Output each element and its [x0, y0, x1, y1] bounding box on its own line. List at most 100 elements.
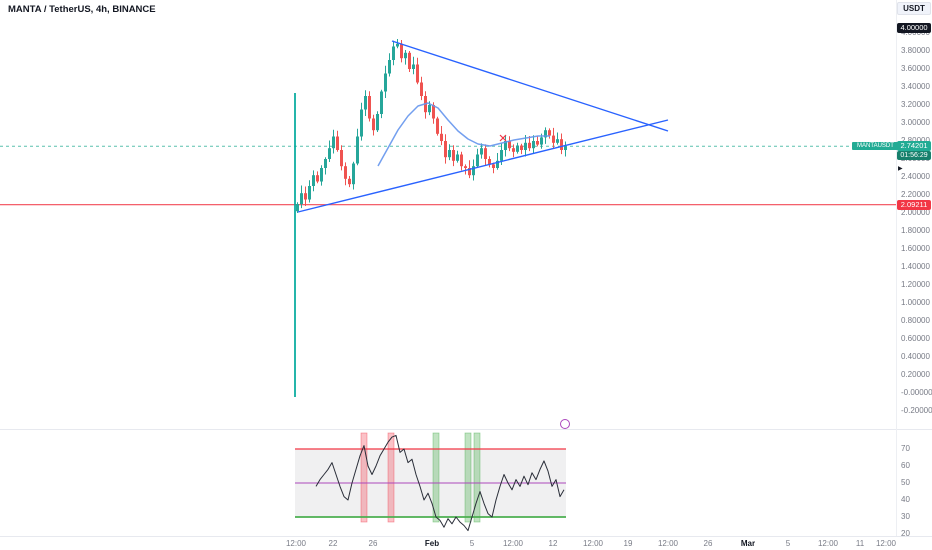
cross-marker-icon[interactable]: [499, 134, 507, 142]
candle-body: [348, 178, 351, 185]
time-tick-label: 22: [328, 539, 338, 548]
candle-body: [488, 159, 491, 165]
candle-body: [396, 43, 399, 47]
rsi-tick-label: 70: [901, 444, 910, 453]
candle-body: [296, 204, 299, 212]
candle-body: [524, 142, 527, 150]
candle-body: [436, 118, 439, 134]
candle-body: [544, 130, 547, 138]
price-tick-label: -0.20000: [901, 406, 932, 415]
candle-body: [548, 130, 551, 136]
price-tick-label: 2.80000: [901, 137, 930, 145]
candle-body: [408, 52, 411, 69]
candle-body: [312, 175, 315, 186]
time-tick-label: 12:00: [582, 539, 604, 548]
candle-body: [340, 150, 343, 167]
symbol-price-tag: MANTAUSDT: [852, 142, 899, 150]
price-tick-label: 2.00000: [901, 208, 930, 217]
candle-body: [464, 166, 467, 168]
candle-body: [492, 164, 495, 168]
candle-body: [476, 154, 479, 167]
candle-body: [300, 193, 303, 204]
rsi-overbought-stripe: [360, 432, 368, 523]
candle-body: [320, 168, 323, 182]
rsi-overbought-stripe: [387, 432, 395, 523]
candle-body: [440, 133, 443, 141]
price-tick-label: 1.80000: [901, 226, 930, 235]
symbol-title[interactable]: MANTA / TetherUS, 4h, BINANCE: [8, 4, 156, 15]
rsi-tick-label: 30: [901, 512, 910, 521]
level-price-tag: 2.09211: [897, 200, 931, 210]
time-tick-label: Mar: [740, 539, 756, 548]
time-tick-label: 26: [368, 539, 378, 548]
candle-body: [484, 148, 487, 159]
currency-button[interactable]: USDT: [897, 2, 931, 15]
candle-body: [412, 64, 415, 69]
candle-body: [520, 145, 523, 150]
candle-body: [368, 96, 371, 119]
candle-body: [352, 163, 355, 185]
candle-body: [528, 142, 531, 149]
rsi-tick-label: 40: [901, 495, 910, 504]
candle-body: [504, 141, 507, 150]
candle-body: [304, 193, 307, 200]
price-tick-label: 1.00000: [901, 298, 930, 307]
price-tick-label: -0.00000: [901, 388, 932, 397]
candle-body: [308, 186, 311, 200]
candle-body: [500, 150, 503, 161]
price-tick-label: 3.00000: [901, 118, 930, 127]
candle-body: [364, 96, 367, 110]
candle-body: [416, 64, 419, 83]
candle-body: [360, 109, 363, 137]
price-tick-label: 1.60000: [901, 244, 930, 253]
rsi-line: [315, 434, 565, 532]
price-tick-label: 0.60000: [901, 334, 930, 343]
trendline-1[interactable]: [391, 40, 669, 132]
rsi-oversold-stripe: [473, 432, 481, 523]
price-tick-label: 2.40000: [901, 172, 930, 181]
candle-body: [496, 160, 499, 168]
candle-body: [420, 82, 423, 96]
candle-body: [540, 137, 543, 145]
candle-body: [376, 114, 379, 131]
rsi-end-marker-icon: [560, 419, 570, 429]
trendline-2[interactable]: [297, 119, 669, 213]
rsi-tick-label: 60: [901, 461, 910, 470]
pane-separator[interactable]: [0, 429, 932, 430]
price-tick-label: 0.20000: [901, 370, 930, 379]
candle-body: [324, 159, 327, 168]
candle-body: [456, 154, 459, 161]
candle-body: [552, 135, 555, 143]
candle-body: [472, 166, 475, 176]
price-tick-label: 1.20000: [901, 280, 930, 289]
price-tick-label: 3.20000: [901, 100, 930, 109]
candle-body: [448, 150, 451, 158]
candle-body: [316, 175, 319, 182]
candle-body: [372, 118, 375, 131]
candle-body: [384, 73, 387, 92]
time-tick-label: 12:00: [502, 539, 524, 548]
candle-body: [380, 91, 383, 114]
candle-body: [344, 166, 347, 179]
time-tick-label: 19: [623, 539, 633, 548]
rsi-tick-label: 20: [901, 529, 910, 538]
candle-body: [328, 148, 331, 159]
candle-body: [400, 43, 403, 59]
candle-body: [508, 141, 511, 149]
time-tick-label: 12:00: [817, 539, 839, 548]
price-tick-label: 1.40000: [901, 262, 930, 271]
axis-arrow-icon: ▶: [898, 166, 903, 172]
time-tick-label: 12:00: [285, 539, 307, 548]
price-axis-border: [896, 0, 897, 536]
axis-dark-tag: 4.00000: [897, 23, 931, 33]
candle-body: [392, 46, 395, 60]
time-tick-label: 5: [785, 539, 791, 548]
candle-body: [556, 139, 559, 143]
time-axis-border: [0, 536, 932, 537]
price-tick-label: 0.40000: [901, 352, 930, 361]
candle-body: [536, 141, 539, 145]
candle-body: [432, 105, 435, 119]
countdown-tag: 01:56:29: [897, 151, 931, 160]
